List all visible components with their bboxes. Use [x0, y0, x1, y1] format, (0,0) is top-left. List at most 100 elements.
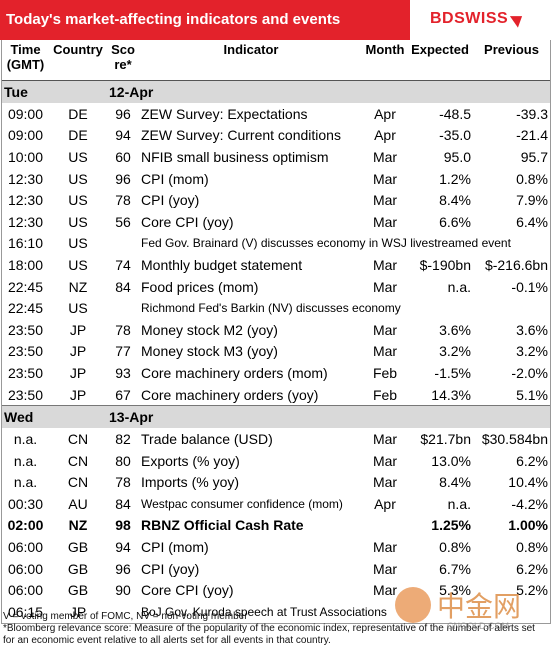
country: CN	[67, 431, 89, 448]
score: 78	[115, 474, 131, 491]
event-row: 06:00 GB 90 Core CPI (yoy) Mar 5.3% 5.2%	[2, 579, 550, 601]
indicator: CPI (mom)	[141, 170, 209, 187]
title-bar: Today's market-affecting indicators and …	[0, 0, 552, 40]
indicator: RBNZ Official Cash Rate	[141, 517, 304, 534]
previous: $30.584bn	[481, 431, 548, 448]
indicator: CPI (mom)	[141, 539, 209, 556]
expected: 14.3%	[431, 386, 471, 403]
event-row: 12:30 US 56 Core CPI (yoy) Mar 6.6% 6.4%	[2, 211, 550, 233]
event: BoJ Gov. Kuroda speech at Trust Associat…	[141, 604, 387, 619]
event-row: 23:50 JP 93 Core machinery orders (mom) Feb -…	[2, 362, 550, 384]
country: US	[68, 148, 88, 165]
previous: 5.1%	[516, 386, 548, 403]
expected: $-190bn	[419, 256, 471, 273]
score: 94	[115, 127, 131, 144]
event-row: 22:45 NZ 84 Food prices (mom) Mar n.a. -0.1%	[2, 276, 550, 298]
event-row: 23:50 JP 78 Money stock M2 (yoy) Mar 3.6% 3.6%	[2, 319, 550, 341]
indicator: Food prices (mom)	[141, 278, 259, 295]
country: NZ	[68, 517, 88, 534]
expected: 3.2%	[439, 343, 471, 360]
month: Apr	[374, 105, 396, 122]
event-row: 00:30 AU 84 Westpac consumer confidence (mo…	[2, 493, 550, 515]
expected: -48.5	[439, 105, 471, 122]
indicator: CPI (yoy)	[141, 560, 200, 577]
month: Mar	[372, 560, 398, 577]
country: GB	[67, 539, 89, 556]
previous: 5.2%	[516, 582, 548, 599]
event: Richmond Fed's Barkin (NV) discusses eco…	[141, 301, 401, 316]
time: 23:50	[7, 321, 44, 338]
column-header: Expected	[407, 40, 473, 81]
time: 02:00	[7, 517, 44, 534]
score: 84	[115, 495, 131, 512]
indicator: Westpac consumer confidence (mom)	[141, 496, 343, 511]
event-row: 10:00 US 60 NFIB small business optimism Mar…	[2, 146, 550, 168]
event-row: 22:45 US Richmond Fed's Barkin (NV) discus…	[2, 297, 550, 319]
indicator: Core CPI (yoy)	[141, 213, 234, 230]
time: n.a.	[13, 452, 38, 469]
column-header: Time (GMT)	[2, 40, 49, 81]
previous: 6.2%	[516, 560, 548, 577]
previous: 3.6%	[516, 321, 548, 338]
expected: 1.25%	[431, 517, 471, 534]
logo-mark	[509, 10, 527, 28]
score: 74	[115, 256, 131, 273]
event-row: 23:50 JP 67 Core machinery orders (yoy) Feb 1…	[2, 384, 550, 406]
month: Mar	[372, 474, 398, 491]
score: 78	[115, 321, 131, 338]
score	[107, 297, 139, 319]
note: *Bloomberg relevance score: Measure of t…	[3, 623, 535, 646]
event-row: 23:50 JP 77 Money stock M3 (yoy) Mar 3.2% 3.2%	[2, 341, 550, 363]
header-row: Time (GMT) Country Score* Indicator Month Exp…	[2, 40, 550, 81]
month: Feb	[372, 386, 398, 403]
column-header: Indicator	[139, 40, 363, 81]
month: Mar	[372, 170, 398, 187]
indicator: Core machinery orders (mom)	[141, 364, 328, 381]
event-row: 09:00 DE 96 ZEW Survey: Expectations Apr -48.…	[2, 103, 550, 125]
country: DE	[68, 105, 88, 122]
country: DE	[68, 127, 88, 144]
time: n.a.	[13, 431, 38, 448]
country: JP	[69, 343, 87, 360]
indicator: CPI (yoy)	[141, 192, 200, 209]
month: Apr	[374, 495, 396, 512]
month: Mar	[372, 148, 398, 165]
country: GB	[67, 582, 89, 599]
score: 93	[115, 364, 131, 381]
month: Mar	[372, 256, 398, 273]
time: 12:30	[7, 192, 44, 209]
indicator: ZEW Survey: Expectations	[141, 105, 308, 122]
event-row: 18:00 US 74 Monthly budget statement Mar $-19…	[2, 254, 550, 276]
event-row: n.a. CN 80 Exports (% yoy) Mar 13.0% 6.2%	[2, 450, 550, 472]
previous: -21.4	[516, 127, 548, 144]
event-row: 06:00 GB 94 CPI (mom) Mar 0.8% 0.8%	[2, 536, 550, 558]
country: US	[68, 300, 88, 317]
month	[363, 515, 407, 537]
column-header: Month	[363, 40, 407, 81]
day: Tue	[2, 80, 107, 103]
time: 12:30	[7, 213, 44, 230]
previous: 1.00%	[508, 517, 548, 534]
expected: 3.6%	[439, 321, 471, 338]
country: JP	[69, 603, 87, 620]
country: CN	[67, 452, 89, 469]
expected: 8.4%	[439, 192, 471, 209]
country: JP	[69, 364, 87, 381]
previous: 10.4%	[508, 474, 548, 491]
notes: V = voting member of FOMC, NV = non-voti…	[3, 611, 549, 647]
previous: -39.3	[516, 105, 548, 122]
title: Today's market-affecting indicators and …	[0, 0, 410, 40]
expected: 0.8%	[439, 539, 471, 556]
event-row: 06:15 JP BoJ Gov. Kuroda speech at Trust A…	[2, 601, 550, 623]
indicator: Core CPI (yoy)	[141, 582, 234, 599]
score: 96	[115, 105, 131, 122]
event-row: n.a. CN 78 Imports (% yoy) Mar 8.4% 10.4%	[2, 472, 550, 494]
score: 98	[115, 517, 131, 534]
table-frame: Time (GMT) Country Score* Indicator Month Exp…	[1, 40, 551, 624]
expected: 6.7%	[439, 560, 471, 577]
time: 18:00	[7, 256, 44, 273]
month: Apr	[374, 127, 396, 144]
indicator: Exports (% yoy)	[141, 452, 240, 469]
previous: -2.0%	[511, 364, 548, 381]
previous: -0.1%	[511, 278, 548, 295]
